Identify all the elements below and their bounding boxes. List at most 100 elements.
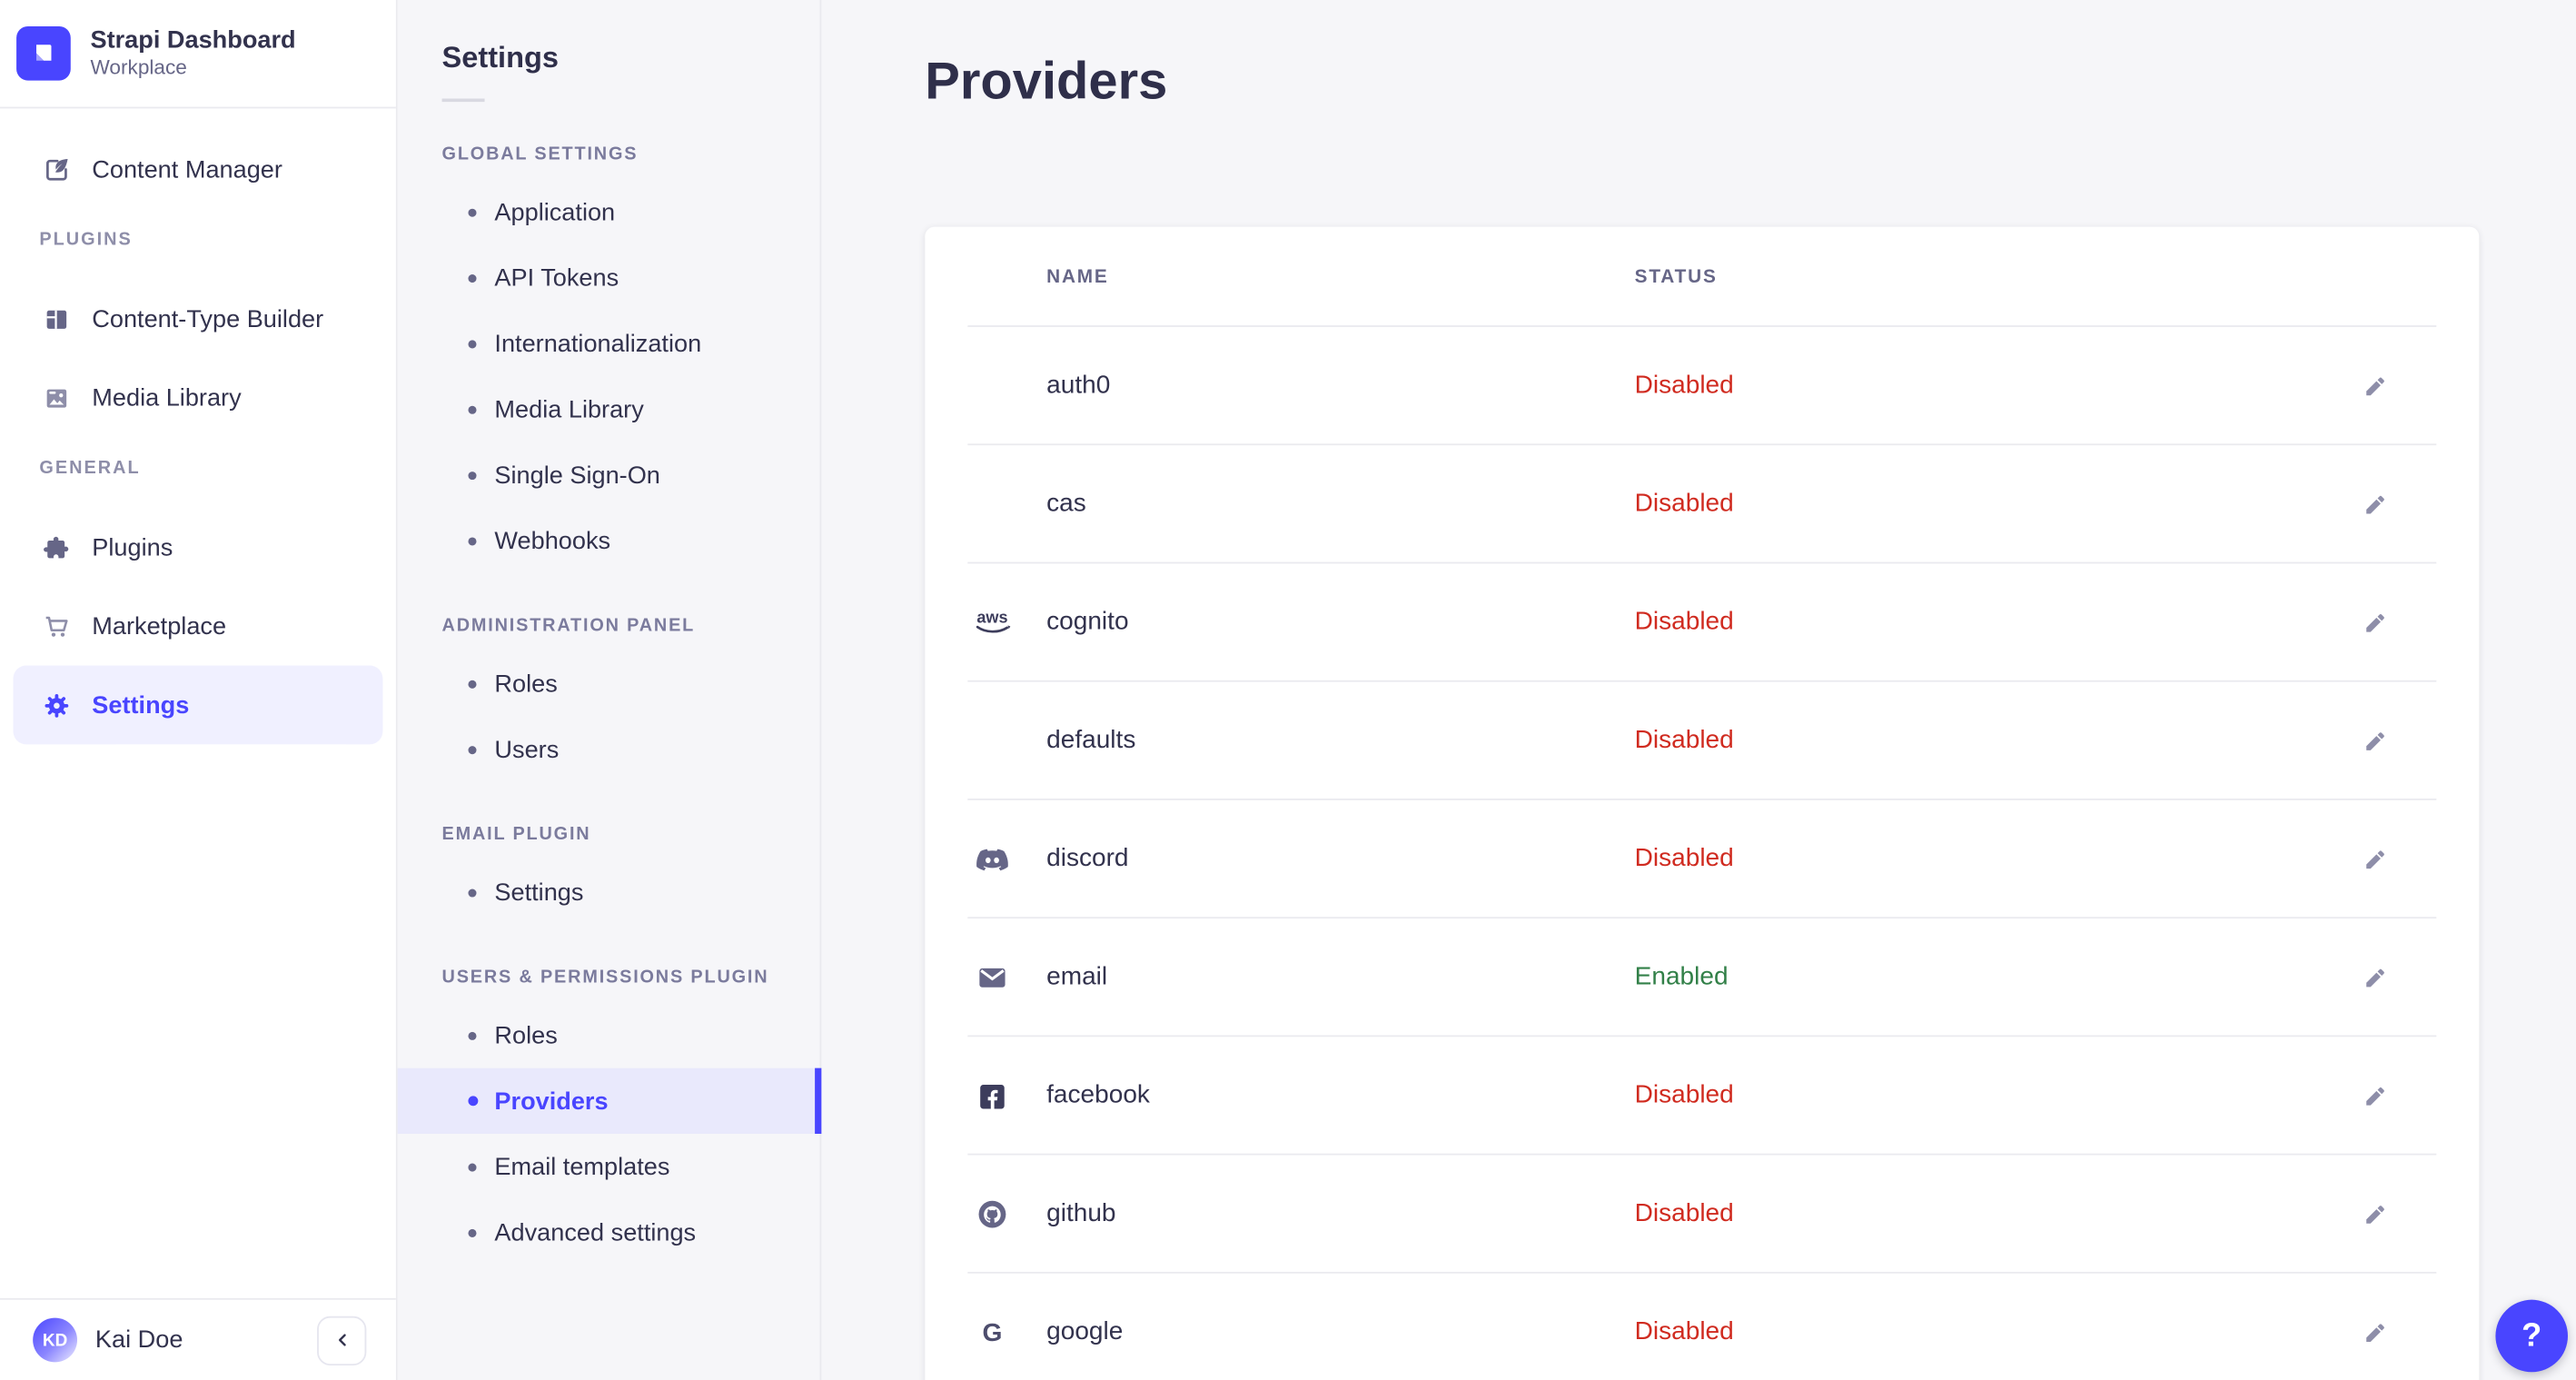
provider-status: Enabled (1634, 962, 1729, 991)
chevron-left-icon (331, 1329, 352, 1351)
subnav-item-advanced-settings[interactable]: Advanced settings (398, 1199, 820, 1265)
subnav-item-providers[interactable]: Providers (397, 1067, 822, 1135)
provider-row-cas[interactable]: cas Disabled (925, 445, 2479, 564)
collapse-sidebar-button[interactable] (317, 1315, 367, 1365)
provider-status: Disabled (1634, 726, 1734, 755)
edit-provider-button[interactable] (2354, 1075, 2397, 1117)
pencil-icon (2361, 1199, 2391, 1229)
pencil-icon (2361, 1318, 2391, 1348)
providers-table: NAME STATUS auth0 Disabled cas Disabled … (925, 226, 2480, 1380)
sidebar-item-settings[interactable]: Settings (13, 665, 383, 745)
workspace-header[interactable]: Strapi Dashboard Workplace (0, 0, 396, 109)
edit-provider-button[interactable] (2354, 838, 2397, 880)
subnav-item-single-sign-on[interactable]: Single Sign-On (398, 442, 820, 508)
pencil-icon (2361, 963, 2391, 993)
bullet-icon (468, 1162, 477, 1171)
sidebar-item-label: Settings (92, 690, 190, 720)
subnav-item-internationalization[interactable]: Internationalization (398, 311, 820, 376)
provider-row-discord[interactable]: discord Disabled (925, 800, 2479, 919)
subnav-item-email-templates[interactable]: Email templates (398, 1134, 820, 1199)
provider-status: Disabled (1634, 608, 1734, 636)
subnav-item-media-library[interactable]: Media Library (398, 376, 820, 442)
sidebar-item-media-library[interactable]: Media Library (13, 358, 382, 437)
provider-status: Disabled (1634, 1199, 1734, 1228)
bullet-icon (468, 536, 477, 545)
provider-row-facebook[interactable]: facebook Disabled (925, 1037, 2479, 1156)
subnav-item-label: Roles (494, 670, 558, 698)
provider-row-defaults[interactable]: defaults Disabled (925, 682, 2479, 800)
page-title: Providers (925, 51, 1168, 111)
cart-icon (41, 611, 72, 641)
edit-provider-button[interactable] (2354, 365, 2397, 408)
subnav-item-settings[interactable]: Settings (398, 859, 820, 925)
bullet-icon (468, 339, 477, 348)
column-header-status: STATUS (1634, 266, 1718, 287)
subnav-item-roles[interactable]: Roles (398, 1002, 820, 1067)
subnav-item-roles[interactable]: Roles (398, 650, 820, 716)
subnav-item-label: Roles (494, 1021, 558, 1049)
edit-provider-button[interactable] (2354, 957, 2397, 999)
provider-row-google[interactable]: google Disabled (925, 1274, 2479, 1380)
sidebar-item-content-manager[interactable]: Content Manager (13, 130, 382, 209)
strapi-logo (16, 25, 71, 81)
subnav-group-label-email-plugin: EMAIL PLUGIN (441, 824, 591, 845)
puzzle-icon (41, 531, 72, 562)
aws-icon (969, 605, 1016, 641)
edit-provider-button[interactable] (2354, 720, 2397, 762)
bullet-icon (468, 1030, 477, 1040)
bullet-icon (468, 471, 477, 480)
bullet-icon (468, 888, 477, 897)
subnav-item-api-tokens[interactable]: API Tokens (398, 244, 820, 310)
subnav-item-users[interactable]: Users (398, 717, 820, 782)
google-icon (969, 1315, 1016, 1351)
provider-status: Disabled (1634, 371, 1734, 400)
provider-row-cognito[interactable]: cognito Disabled (925, 563, 2479, 682)
subnav-item-label: Email templates (494, 1152, 670, 1181)
providers-table-body: auth0 Disabled cas Disabled cognito Disa… (925, 327, 2479, 1380)
bullet-icon (468, 207, 477, 216)
sidebar-item-label: Media Library (92, 383, 242, 412)
avatar: KD (33, 1317, 78, 1363)
user-row: KD Kai Doe (0, 1297, 396, 1380)
pencil-icon (2361, 845, 2391, 875)
subnav-item-label: Single Sign-On (494, 461, 660, 490)
sidebar-item-plugins[interactable]: Plugins (13, 508, 382, 587)
pencil-icon (2361, 372, 2391, 402)
bullet-icon (468, 273, 477, 283)
subnav-item-label: API Tokens (494, 263, 619, 293)
sidebar-section-plugins: PLUGINS (39, 230, 133, 250)
subnav-item-label: Internationalization (494, 329, 702, 358)
sidebar-item-label: Marketplace (92, 611, 227, 640)
provider-name: discord (1046, 844, 1129, 873)
content-type-builder-icon (41, 303, 72, 334)
provider-row-email[interactable]: email Enabled (925, 918, 2479, 1037)
bullet-icon (468, 1096, 479, 1107)
subnav-item-label: Settings (494, 878, 584, 907)
edit-provider-button[interactable] (2354, 483, 2397, 526)
help-button[interactable]: ? (2495, 1299, 2568, 1373)
main-sidebar: Strapi Dashboard Workplace Content Manag… (0, 0, 398, 1380)
subnav-item-label: Media Library (494, 394, 644, 423)
sidebar-item-label: Content Manager (92, 154, 282, 184)
provider-row-github[interactable]: github Disabled (925, 1156, 2479, 1274)
sidebar-section-general: GENERAL (39, 458, 141, 479)
edit-provider-button[interactable] (2354, 1311, 2397, 1354)
settings-subnav: Settings GLOBAL SETTINGS Application API T… (397, 0, 822, 1380)
provider-name: cas (1046, 489, 1086, 518)
edit-provider-button[interactable] (2354, 1193, 2397, 1236)
sidebar-item-marketplace[interactable]: Marketplace (13, 587, 382, 666)
provider-row-auth0[interactable]: auth0 Disabled (925, 327, 2479, 446)
subnav-item-label: Users (494, 735, 560, 764)
subnav-group-label-administration-panel: ADMINISTRATION PANEL (441, 616, 696, 636)
subnav-item-webhooks[interactable]: Webhooks (398, 508, 820, 573)
provider-status: Disabled (1634, 489, 1734, 518)
pencil-icon (2361, 726, 2391, 756)
facebook-icon (969, 1078, 1016, 1115)
bullet-icon (468, 745, 477, 754)
edit-provider-button[interactable] (2354, 601, 2397, 644)
subnav-item-application[interactable]: Application (398, 179, 820, 244)
subnav-groups: GLOBAL SETTINGS Application API Tokens Inte… (397, 144, 822, 1266)
column-header-name: NAME (1046, 266, 1109, 287)
sidebar-item-content-type-builder[interactable]: Content-Type Builder (13, 279, 382, 358)
